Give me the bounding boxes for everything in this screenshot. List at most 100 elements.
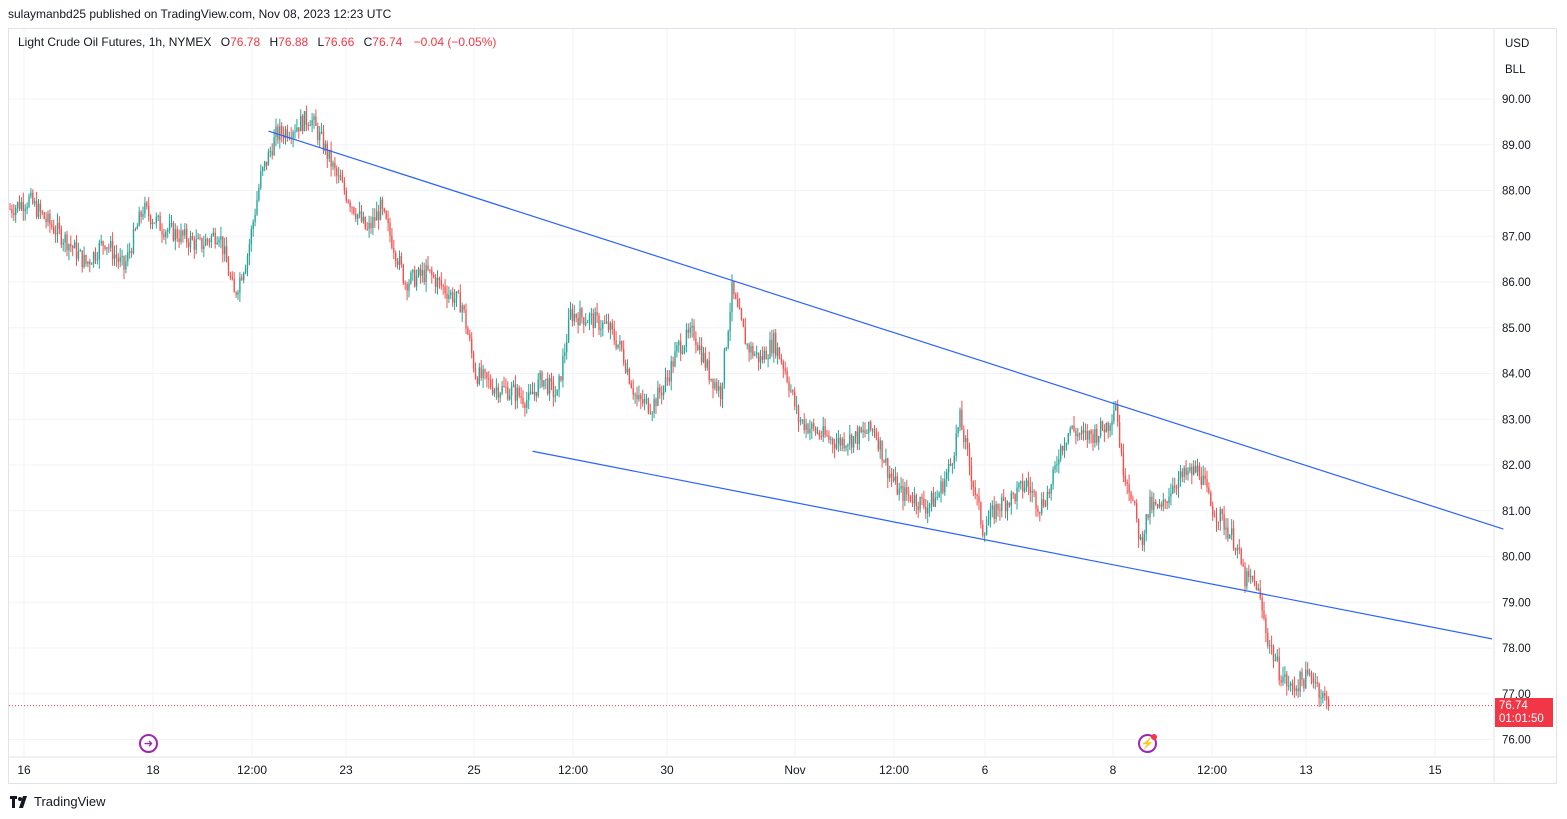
candle-body [1065, 442, 1068, 446]
candle-body [75, 242, 78, 259]
candle-body [946, 472, 948, 480]
candle-body [683, 346, 686, 352]
candle-body [864, 430, 866, 434]
candle-body [1010, 492, 1012, 506]
candle-body [421, 270, 423, 276]
candle-body [1071, 425, 1073, 429]
candle-body [541, 372, 543, 387]
candle-body [645, 398, 648, 400]
candle-body [1291, 683, 1294, 687]
candle-body [370, 222, 372, 228]
candle-body [1175, 487, 1178, 489]
candle-body [199, 237, 201, 239]
candle-body [1037, 508, 1039, 512]
candle-body [528, 392, 530, 401]
candle-body [832, 438, 834, 445]
candle-body [1219, 509, 1221, 522]
candle-body [110, 241, 112, 248]
candle-body [1118, 422, 1121, 447]
candle-body [1073, 425, 1075, 431]
symbol-name[interactable]: Light Crude Oil Futures, 1h, NYMEX [18, 35, 212, 49]
candle-body [1008, 502, 1011, 506]
candle-body [626, 369, 629, 373]
candle-body [186, 229, 188, 243]
candle-body [1232, 528, 1235, 549]
candle-body [1117, 405, 1119, 423]
candle-body [653, 399, 655, 414]
candle-body [676, 345, 678, 352]
candle-body [1270, 645, 1273, 647]
candle-body [807, 424, 809, 434]
candle-body [1107, 422, 1109, 431]
candle-body [1295, 688, 1297, 691]
candle-body [497, 387, 499, 398]
candle-body [1094, 429, 1096, 443]
currency-button[interactable]: USD [1505, 38, 1530, 50]
lightning-event-icon[interactable]: ⚡ [1138, 734, 1157, 753]
candle-body [1061, 446, 1064, 451]
price-tick-label: 84.00 [1502, 369, 1531, 381]
candle-body [92, 252, 95, 264]
candle-body [362, 216, 365, 222]
unit-button[interactable]: BLL [1505, 64, 1526, 76]
candle-body [509, 395, 511, 400]
candle-body [799, 420, 802, 422]
candle-body [1326, 696, 1328, 700]
candle-body [81, 250, 83, 268]
candle-body [1054, 465, 1056, 470]
candle-body [1314, 682, 1316, 684]
time-tick-label: 25 [467, 763, 481, 777]
candle-body [396, 261, 399, 265]
candle-body [35, 201, 38, 217]
candle-body [62, 242, 64, 245]
candle-body [184, 229, 186, 236]
time-tick-label: 15 [1428, 763, 1442, 777]
candle-body [898, 488, 900, 495]
candle-body [368, 222, 370, 230]
candle-body [1212, 505, 1214, 516]
candle-body [389, 223, 391, 236]
candle-body [1004, 500, 1007, 512]
candle-body [1067, 433, 1069, 443]
candle-body [1289, 683, 1292, 686]
candle-body [467, 328, 469, 335]
candle-body [1092, 434, 1094, 443]
candle-body [1060, 446, 1062, 460]
candle-body [168, 223, 171, 230]
candle-body [364, 216, 366, 229]
candle-body [151, 222, 154, 225]
candle-body [127, 251, 129, 262]
candle-body [1120, 446, 1123, 453]
candle-body [837, 437, 840, 444]
candle-body [1075, 430, 1077, 437]
candle-body [157, 215, 159, 217]
candle-body [602, 322, 604, 329]
candle-body [1084, 431, 1087, 433]
candle-body [892, 477, 895, 481]
candle-body [43, 212, 45, 219]
candle-body [1082, 430, 1085, 433]
candle-body [267, 151, 270, 166]
candle-body [733, 281, 735, 295]
candle-body [877, 437, 879, 450]
high-value: 76.88 [278, 35, 309, 49]
arrow-right-event-icon[interactable]: ➜ [139, 734, 158, 753]
candle-body [1250, 576, 1252, 578]
candle-body [203, 245, 205, 249]
candle-body [930, 493, 933, 504]
candle-body [634, 394, 636, 396]
candle-body [586, 322, 589, 324]
candle-body [1027, 480, 1030, 487]
candle-body [617, 344, 619, 348]
candle-body [526, 400, 528, 408]
tradingview-logo-icon [10, 795, 27, 808]
candle-body [1029, 486, 1031, 493]
candle-body [32, 192, 34, 204]
tradingview-logo[interactable]: TradingView [10, 794, 106, 809]
candle-body [1272, 646, 1275, 661]
candle-body [49, 213, 51, 225]
candle-body [1168, 496, 1170, 504]
candle-body [311, 119, 313, 126]
candle-body [142, 213, 144, 217]
